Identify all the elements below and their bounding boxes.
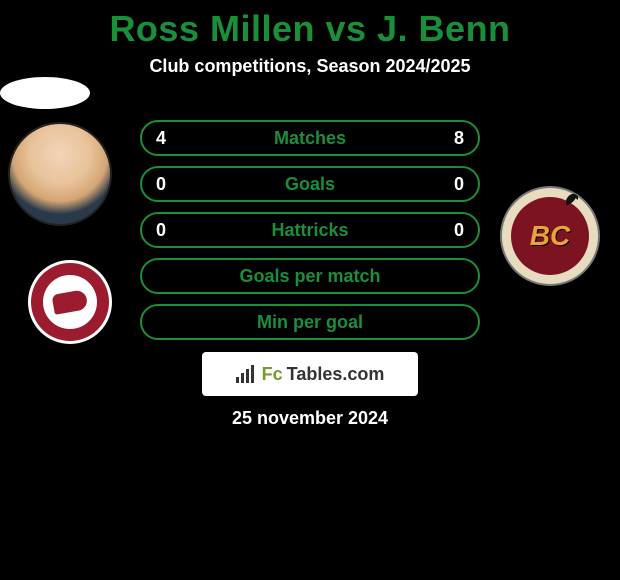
stat-row-goals: 0 Goals 0 <box>140 166 480 202</box>
stat-label: Goals <box>142 174 478 195</box>
subtitle: Club competitions, Season 2024/2025 <box>0 56 620 77</box>
date-label: 25 november 2024 <box>0 408 620 429</box>
stat-row-matches: 4 Matches 8 <box>140 120 480 156</box>
page-title: Ross Millen vs J. Benn <box>0 0 620 50</box>
stat-label: Matches <box>142 128 478 149</box>
stat-row-hattricks: 0 Hattricks 0 <box>140 212 480 248</box>
player-right-avatar <box>0 77 90 109</box>
source-fc: Fc <box>262 364 283 385</box>
bar-chart-icon <box>236 365 258 383</box>
stat-row-gpm: Goals per match <box>140 258 480 294</box>
club-left-badge <box>28 260 112 344</box>
stat-label: Hattricks <box>142 220 478 241</box>
source-badge: Fc Tables.com <box>202 352 418 396</box>
stat-row-mpg: Min per goal <box>140 304 480 340</box>
source-tables: Tables.com <box>287 364 385 385</box>
club-right-badge: BC <box>500 186 600 286</box>
shrimp-icon <box>52 289 89 315</box>
player-left-avatar <box>8 122 112 226</box>
club-left-inner <box>43 275 98 330</box>
stat-label: Goals per match <box>142 266 478 287</box>
rooster-icon <box>561 189 583 211</box>
stat-label: Min per goal <box>142 312 478 333</box>
club-right-text: BC <box>530 220 570 252</box>
comparison-card: Ross Millen vs J. Benn Club competitions… <box>0 0 620 580</box>
stats-list: 4 Matches 8 0 Goals 0 0 Hattricks 0 Goal… <box>140 120 480 350</box>
club-right-inner: BC <box>511 197 590 276</box>
